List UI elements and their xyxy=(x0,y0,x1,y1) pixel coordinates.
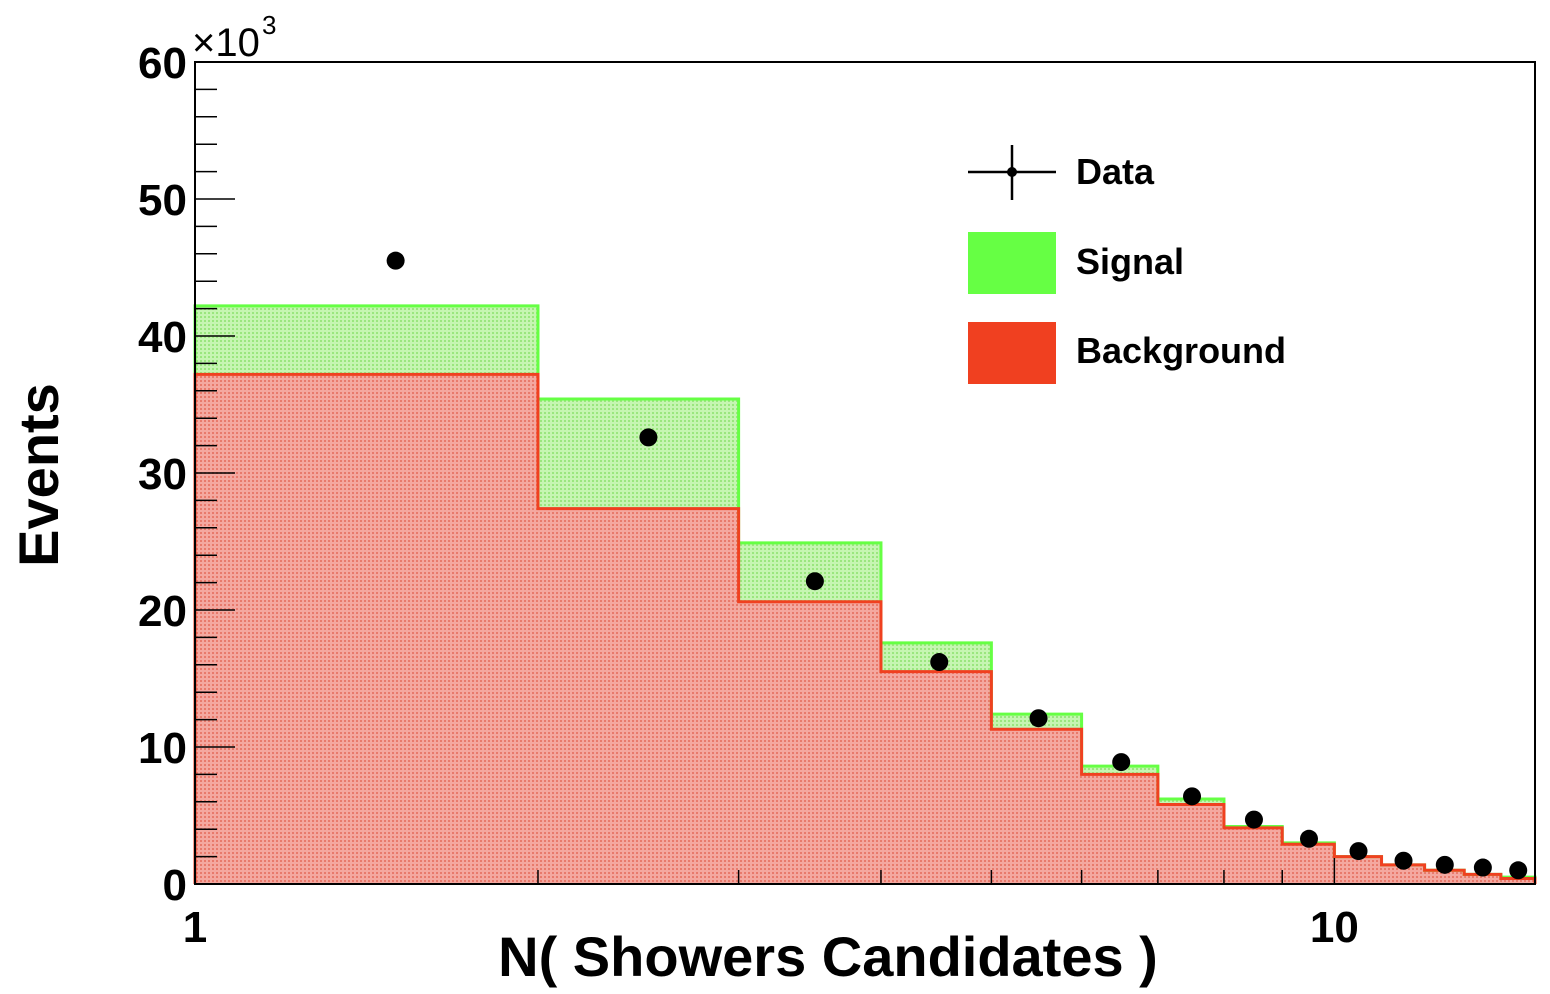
background-bar xyxy=(195,374,538,884)
legend-label-data: Data xyxy=(1076,151,1155,192)
background-bar xyxy=(1464,874,1501,884)
background-bar xyxy=(1223,827,1283,884)
background-bar xyxy=(1381,864,1425,884)
data-point xyxy=(1435,855,1454,874)
data-point xyxy=(1349,842,1368,861)
background-bar xyxy=(537,508,739,884)
data-point xyxy=(1509,861,1528,880)
data-point xyxy=(930,653,949,672)
background-bar xyxy=(1157,804,1224,884)
data-point xyxy=(805,572,824,591)
y-tick-label: 10 xyxy=(138,724,187,773)
plot-area xyxy=(193,251,1537,884)
legend: Data Signal Background xyxy=(968,145,1286,384)
background-bar xyxy=(1282,844,1335,884)
legend-label-signal: Signal xyxy=(1076,241,1184,282)
x-tick-label: 1 xyxy=(183,903,207,952)
y-axis-title: Events xyxy=(7,383,70,567)
legend-label-background: Background xyxy=(1076,330,1286,371)
data-point xyxy=(1473,858,1492,877)
background-bar xyxy=(991,729,1082,884)
axes: 0 10 20 30 40 50 60 1 10 xyxy=(138,39,1536,952)
background-bar xyxy=(880,671,992,884)
background-bar xyxy=(738,601,881,884)
background-bar xyxy=(1424,870,1465,884)
y-tick-label: 20 xyxy=(138,587,187,636)
legend-background-swatch xyxy=(968,322,1056,384)
x-tick-label: 10 xyxy=(1310,903,1359,952)
y-multiplier-exponent: 3 xyxy=(262,10,276,40)
legend-signal-swatch xyxy=(968,232,1056,294)
background-bar xyxy=(1500,878,1535,884)
background-bar xyxy=(1081,774,1158,884)
y-tick-label: 50 xyxy=(138,176,187,225)
y-tick-label: 30 xyxy=(138,450,187,499)
data-point xyxy=(1244,810,1263,829)
data-point xyxy=(639,428,658,447)
background-bar xyxy=(1334,856,1382,884)
y-multiplier: ×10 xyxy=(192,21,260,65)
y-tick-label: 0 xyxy=(163,861,187,910)
legend-data-marker xyxy=(1007,167,1017,177)
data-point xyxy=(1299,829,1318,848)
x-axis-title: N( Showers Candidates ) xyxy=(498,925,1158,988)
y-tick-label: 60 xyxy=(138,39,187,88)
data-point xyxy=(386,251,405,270)
y-tick-label: 40 xyxy=(138,313,187,362)
data-point xyxy=(1183,787,1202,806)
data-point xyxy=(1394,851,1413,870)
data-point xyxy=(1029,709,1048,728)
data-point xyxy=(1112,753,1131,772)
background-outline xyxy=(193,372,1537,884)
